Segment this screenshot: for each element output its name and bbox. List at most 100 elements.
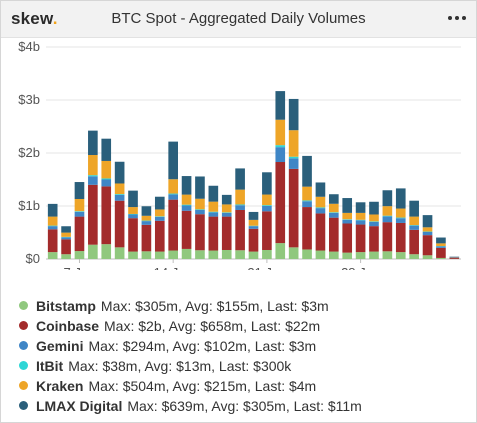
bar-segment-bitstamp [221, 249, 232, 259]
bar-segment-coinbase [235, 209, 245, 251]
bar-segment-coinbase [61, 239, 71, 255]
bar-segment-gemini [409, 225, 419, 230]
bar-segment-bitstamp [436, 257, 446, 259]
bar-segment-gemini [329, 212, 339, 218]
bar-segment-coinbase [449, 257, 460, 259]
bar-segment-coinbase [168, 199, 178, 251]
legend-item-kraken[interactable]: Kraken Max: $504m, Avg: $215m, Last: $4m [19, 377, 362, 394]
legend-item-bitstamp[interactable]: Bitstamp Max: $305m, Avg: $155m, Last: $3… [19, 297, 362, 314]
bar-segment-gemini [141, 221, 152, 225]
bar-segment-lmax-digital [395, 188, 406, 209]
bar-segment-coinbase [248, 228, 259, 252]
bar-segment-itbit [235, 204, 245, 206]
bar-segment-kraken [154, 209, 165, 217]
bar-segment-kraken [195, 198, 205, 210]
bar-segment-itbit [88, 175, 98, 177]
bar-segment-lmax-digital [88, 130, 98, 156]
bar-segment-gemini [101, 179, 112, 187]
bar-segment-coinbase [221, 216, 232, 250]
legend-swatch [19, 381, 28, 390]
bar-segment-kraken [141, 215, 152, 221]
bar-segment-bitstamp [235, 250, 245, 259]
bar-segment-coinbase [315, 213, 326, 251]
bar-segment-gemini [382, 216, 393, 223]
bar-segment-bitstamp [88, 244, 98, 259]
bar-segment-bitstamp [195, 250, 205, 259]
bar-segment-itbit [141, 220, 152, 222]
bar-segment-gemini [128, 214, 138, 219]
legend-series-name: Coinbase [36, 317, 100, 334]
skew-logo: skew. [11, 9, 58, 29]
bar-segment-gemini [74, 211, 85, 217]
bar-segment-coinbase [208, 216, 219, 251]
bar-segment-lmax-digital [168, 141, 178, 180]
bar-segment-itbit [128, 213, 138, 215]
bar-segment-itbit [395, 217, 406, 219]
bar-segment-kraken [181, 194, 192, 205]
bar-segment-lmax-digital [422, 215, 433, 228]
bar-segment-lmax-digital [262, 172, 272, 195]
y-tick-label: $3b [18, 92, 40, 107]
bar-segment-bitstamp [141, 251, 152, 259]
bar-segment-itbit [382, 215, 393, 217]
legend-series-name: LMAX Digital [36, 397, 123, 414]
bar-segment-itbit [315, 207, 326, 209]
bar-segment-kraken [128, 207, 138, 214]
bar-segment-gemini [342, 219, 353, 224]
bar-segment-gemini [288, 158, 299, 169]
legend-series-name: ItBit [36, 357, 64, 374]
bar-segment-kraken [88, 155, 98, 176]
bar-segment-coinbase [101, 186, 112, 245]
bar-segment-gemini [181, 205, 192, 211]
bar-segment-gemini [195, 209, 205, 215]
bar-segment-lmax-digital [449, 256, 460, 258]
legend-item-coinbase[interactable]: Coinbase Max: $2b, Avg: $658m, Last: $22m [19, 317, 362, 334]
bar-segment-gemini [262, 206, 272, 212]
legend-item-gemini[interactable]: Gemini Max: $294m, Avg: $102m, Last: $3m [19, 337, 362, 354]
bar-segment-kraken [369, 214, 379, 222]
bar-segment-itbit [47, 225, 58, 227]
bar-segment-lmax-digital [275, 91, 286, 120]
bar-segment-gemini [315, 208, 326, 214]
bar-segment-gemini [47, 226, 58, 230]
bar-segment-gemini [221, 212, 232, 217]
bar-segment-coinbase [141, 224, 152, 252]
bar-segment-coinbase [74, 216, 85, 252]
bar-segment-coinbase [369, 226, 379, 252]
bar-segment-lmax-digital [154, 196, 165, 210]
bar-segment-gemini [355, 220, 366, 225]
legend-series-stats: Max: $639m, Avg: $305m, Last: $11m [127, 397, 362, 414]
bar-segment-coinbase [114, 200, 125, 248]
bar-segment-bitstamp [181, 248, 192, 259]
bar-segment-kraken [436, 243, 446, 247]
legend-item-itbit[interactable]: ItBit Max: $38m, Avg: $13m, Last: $300k [19, 357, 362, 374]
legend-item-lmax-digital[interactable]: LMAX Digital Max: $639m, Avg: $305m, Last… [19, 397, 362, 414]
bar-segment-kraken [302, 186, 312, 201]
bar-segment-coinbase [395, 222, 406, 253]
bar-segment-itbit [154, 216, 165, 217]
bar-segment-itbit [195, 209, 205, 210]
bar-segment-gemini [369, 221, 379, 227]
bar-segment-bitstamp [315, 250, 326, 259]
bar-segment-kraken [61, 232, 71, 237]
bar-segment-lmax-digital [369, 201, 379, 215]
bar-segment-gemini [422, 231, 433, 236]
bar-segment-lmax-digital [141, 206, 152, 216]
bar-segment-gemini [395, 218, 406, 223]
bar-segment-bitstamp [302, 249, 312, 259]
bar-segment-lmax-digital [302, 155, 312, 187]
bar-segment-coinbase [382, 222, 393, 252]
legend-swatch [19, 361, 28, 370]
bar-segment-gemini [168, 194, 178, 200]
bar-segment-kraken [342, 212, 353, 220]
bar-segment-gemini [235, 205, 245, 210]
bar-segment-kraken [114, 183, 125, 195]
bar-segment-bitstamp [101, 244, 112, 259]
bar-segment-itbit [181, 204, 192, 206]
bar-segment-kraken [74, 199, 85, 212]
bar-segment-lmax-digital [128, 190, 138, 208]
legend-series-stats: Max: $38m, Avg: $13m, Last: $300k [68, 357, 292, 374]
chart-header: skew. BTC Spot - Aggregated Daily Volume… [1, 1, 476, 38]
bar-segment-bitstamp [329, 251, 339, 259]
more-dots-icon[interactable] [446, 9, 468, 27]
